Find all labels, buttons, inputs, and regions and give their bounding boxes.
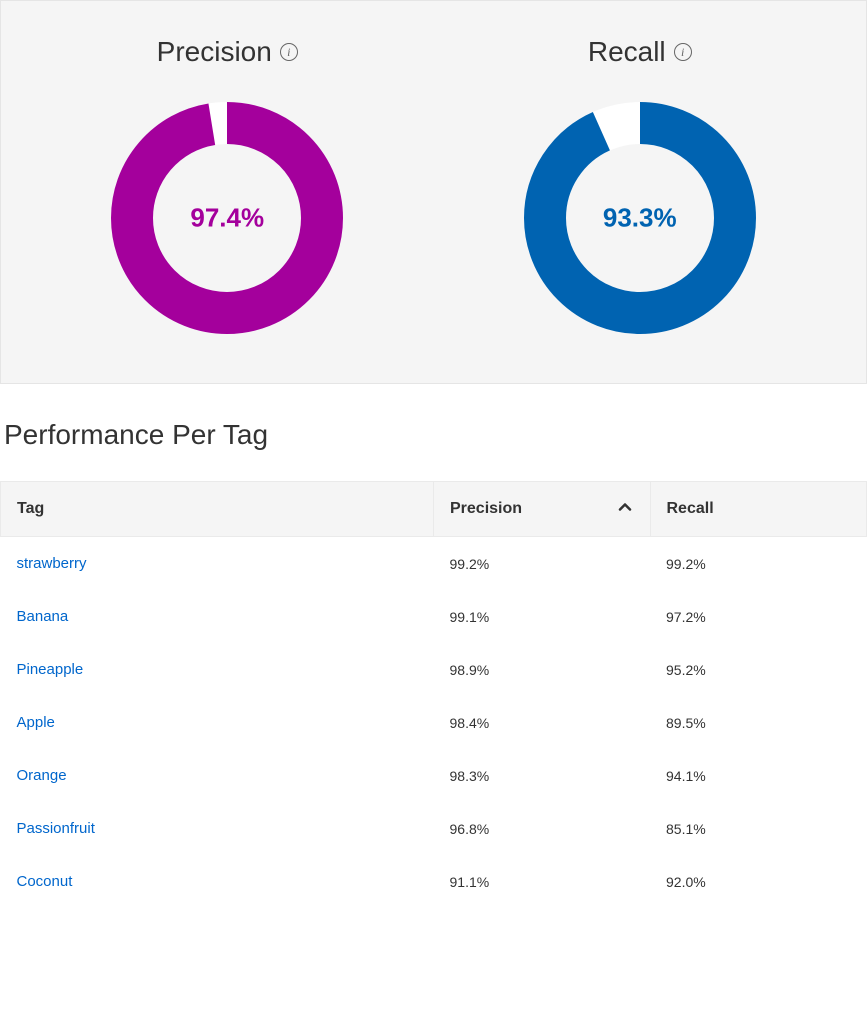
tag-link[interactable]: Orange: [17, 767, 67, 784]
column-header-precision[interactable]: Precision: [434, 482, 651, 537]
precision-metric: Precision i 97.4%: [21, 36, 434, 338]
precision-donut: 97.4%: [107, 98, 347, 338]
cell-tag: Passionfruit: [1, 802, 434, 855]
cell-recall: 89.5%: [650, 696, 867, 749]
table-row: Apple 98.4%89.5%: [1, 696, 867, 749]
table-row: Pineapple 98.9%95.2%: [1, 643, 867, 696]
cell-recall: 94.1%: [650, 749, 867, 802]
cell-tag: strawberry: [1, 537, 434, 591]
cell-tag: Orange: [1, 749, 434, 802]
section-title: Performance Per Tag: [0, 419, 867, 451]
cell-precision: 98.3%: [434, 749, 651, 802]
column-header-precision-label: Precision: [450, 500, 522, 517]
column-header-recall[interactable]: Recall: [650, 482, 867, 537]
cell-recall: 92.0%: [650, 855, 867, 908]
cell-precision: 99.1%: [434, 590, 651, 643]
cell-tag: Pineapple: [1, 643, 434, 696]
cell-tag: Apple: [1, 696, 434, 749]
table-row: Passionfruit 96.8%85.1%: [1, 802, 867, 855]
recall-donut: 93.3%: [520, 98, 760, 338]
chevron-up-icon: [618, 501, 632, 518]
cell-tag: Banana: [1, 590, 434, 643]
tag-link[interactable]: Apple: [17, 714, 55, 731]
tag-link[interactable]: Pineapple: [17, 661, 84, 678]
cell-precision: 99.2%: [434, 537, 651, 591]
info-icon[interactable]: i: [280, 43, 298, 61]
recall-metric: Recall i 93.3%: [434, 36, 847, 338]
cell-precision: 98.9%: [434, 643, 651, 696]
cell-precision: 96.8%: [434, 802, 651, 855]
precision-title: Precision i: [157, 36, 298, 68]
recall-label: Recall: [588, 36, 666, 68]
tag-link[interactable]: Passionfruit: [17, 820, 95, 837]
column-header-recall-label: Recall: [667, 500, 714, 517]
performance-table: Tag Precision Recall strawberry 99.2%99.2…: [0, 481, 867, 908]
tag-link[interactable]: Banana: [17, 608, 69, 625]
cell-recall: 95.2%: [650, 643, 867, 696]
cell-recall: 99.2%: [650, 537, 867, 591]
precision-value: 97.4%: [190, 203, 264, 234]
cell-precision: 98.4%: [434, 696, 651, 749]
precision-label: Precision: [157, 36, 272, 68]
cell-recall: 97.2%: [650, 590, 867, 643]
table-row: strawberry 99.2%99.2%: [1, 537, 867, 591]
tag-link[interactable]: strawberry: [17, 555, 87, 572]
table-row: Coconut 91.1%92.0%: [1, 855, 867, 908]
recall-title: Recall i: [588, 36, 692, 68]
recall-value: 93.3%: [603, 203, 677, 234]
column-header-tag-label: Tag: [17, 500, 44, 517]
column-header-tag[interactable]: Tag: [1, 482, 434, 537]
table-row: Banana 99.1%97.2%: [1, 590, 867, 643]
table-row: Orange 98.3%94.1%: [1, 749, 867, 802]
cell-precision: 91.1%: [434, 855, 651, 908]
table-header-row: Tag Precision Recall: [1, 482, 867, 537]
cell-recall: 85.1%: [650, 802, 867, 855]
cell-tag: Coconut: [1, 855, 434, 908]
info-icon[interactable]: i: [674, 43, 692, 61]
tag-link[interactable]: Coconut: [17, 873, 73, 890]
metrics-panel: Precision i 97.4% Recall i 93.3%: [0, 0, 867, 384]
